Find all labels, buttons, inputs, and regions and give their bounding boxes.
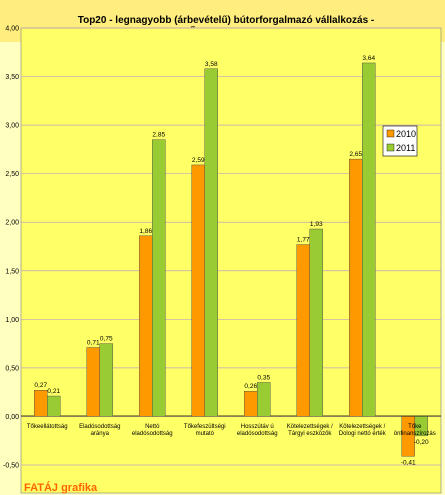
category-label: eladósodottság <box>237 431 278 437</box>
bar-2011-3 <box>204 68 218 417</box>
bar-2010-1 <box>86 347 100 417</box>
data-label-2011-3: 3,58 <box>205 61 218 68</box>
bar-2011-0 <box>47 395 61 417</box>
data-label-2011-6: 3,64 <box>362 55 375 62</box>
legend-label-2011: 2011 <box>396 143 415 153</box>
bar-2011-2 <box>152 139 166 417</box>
legend-label-2010: 2010 <box>396 129 416 139</box>
y-tick-label: 3,50 <box>5 74 19 81</box>
bar-2011-1 <box>99 343 113 417</box>
data-label-2010-5: 1,77 <box>297 237 310 244</box>
category-label: mutató <box>196 431 215 437</box>
data-label-2011-1: 0,75 <box>100 336 113 343</box>
bar-2011-7 <box>414 416 428 437</box>
brand-watermark: FATÁJ grafika <box>24 481 98 494</box>
y-tick-label: 1,00 <box>5 317 19 324</box>
data-label-2011-5: 1,93 <box>310 221 323 228</box>
bar-2010-3 <box>191 164 205 417</box>
bar-2010-0 <box>34 390 48 417</box>
y-tick-label: 0,50 <box>5 365 19 372</box>
data-label-2010-0: 0,27 <box>34 382 47 389</box>
category-label: eladósodottság <box>132 431 173 437</box>
category-label: Hosszútáv ú <box>241 424 274 430</box>
bar-2010-6 <box>349 158 363 417</box>
chart-title: Top20 - legnagyobb (árbevételű) bútorfor… <box>78 15 375 26</box>
category-label: Kötelezettségek / <box>287 424 333 430</box>
y-tick-label: 3,00 <box>5 123 19 130</box>
data-label-2010-4: 0,26 <box>244 383 257 390</box>
category-label: Tőkefeszültségi <box>184 424 226 430</box>
data-label-2011-0: 0,21 <box>47 388 60 395</box>
y-tick-label: 2,00 <box>5 220 19 227</box>
legend: 2010 2011 <box>382 125 418 157</box>
y-tick-label: -0,50 <box>3 463 19 470</box>
data-label-2010-7: -0,41 <box>401 459 416 466</box>
y-tick-label: 4,00 <box>5 26 19 33</box>
data-labels: 0,270,21 0,710,75 1,86 2,85 2,59 3,58 0,260,35… <box>34 55 429 466</box>
y-axis-ticks: -0,50 0,00 0,50 1,00 1,50 2,00 2,50 3,00 3,50 4,0… <box>3 26 19 470</box>
category-label: Tőke <box>408 424 422 430</box>
category-label: aránya <box>91 431 110 437</box>
data-label-2010-1: 0,71 <box>87 339 100 346</box>
data-label-2010-6: 2,65 <box>349 151 362 158</box>
data-label-2010-2: 1,86 <box>139 228 152 235</box>
category-label: Nettó <box>145 424 160 430</box>
legend-swatch-2010 <box>386 129 395 138</box>
data-label-2011-4: 0,35 <box>257 374 270 381</box>
bars <box>34 62 428 457</box>
category-label: Kötelezettségek / <box>339 424 385 430</box>
data-label-2011-7: -0,20 <box>414 439 429 446</box>
category-label: Eladósodottság <box>79 424 120 430</box>
category-label: önfinanszírozás <box>394 431 436 437</box>
bar-2010-5 <box>296 244 310 417</box>
bar-2011-4 <box>257 382 271 417</box>
category-label: Tárgyi eszközök <box>288 431 332 437</box>
legend-swatch-2011 <box>386 143 395 152</box>
data-label-2011-2: 2,85 <box>152 132 165 139</box>
category-label: Dologi nettó érték <box>339 431 387 437</box>
bar-2010-7 <box>401 416 415 457</box>
bar-2011-6 <box>362 62 376 417</box>
bar-2010-2 <box>139 235 153 417</box>
category-label: Tőkeellátottság <box>27 424 68 430</box>
data-label-2010-3: 2,59 <box>192 157 205 164</box>
bar-2010-4 <box>244 390 258 417</box>
y-tick-label: 2,50 <box>5 171 19 178</box>
y-tick-label: 1,50 <box>5 268 19 275</box>
bar-2011-5 <box>309 228 323 417</box>
y-tick-label: 0,00 <box>5 414 19 421</box>
